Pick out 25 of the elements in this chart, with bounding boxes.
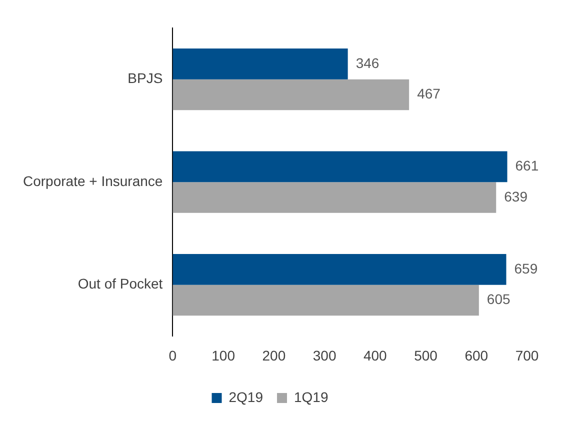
- y-tick-label: Corporate + Insurance: [22, 172, 163, 189]
- bar: [172, 79, 410, 110]
- data-label: 639: [504, 188, 528, 204]
- bar: [172, 254, 506, 285]
- data-label: 661: [515, 158, 539, 174]
- y-tick-label: BPJS: [128, 70, 163, 86]
- x-tick-label: 700: [515, 347, 539, 364]
- x-tick-label: 500: [414, 347, 438, 364]
- x-tick-label: 600: [464, 347, 488, 364]
- bar: [172, 48, 348, 80]
- bar: [172, 151, 508, 182]
- x-tick-label: 0: [168, 347, 177, 364]
- bar: [172, 182, 496, 213]
- x-tick-label: 300: [312, 347, 336, 364]
- x-tick-label: 100: [212, 347, 236, 364]
- y-tick-label: Out of Pocket: [78, 276, 163, 292]
- data-label: 467: [417, 86, 441, 102]
- data-label: 346: [356, 54, 380, 71]
- x-tick-label: 400: [363, 347, 388, 364]
- bar: [172, 284, 479, 316]
- legend-label: 1Q19: [294, 388, 328, 405]
- data-label: 659: [514, 260, 538, 276]
- x-tick-label: 200: [262, 347, 286, 364]
- data-label: 605: [486, 291, 510, 308]
- legend-label: 2Q19: [228, 388, 264, 405]
